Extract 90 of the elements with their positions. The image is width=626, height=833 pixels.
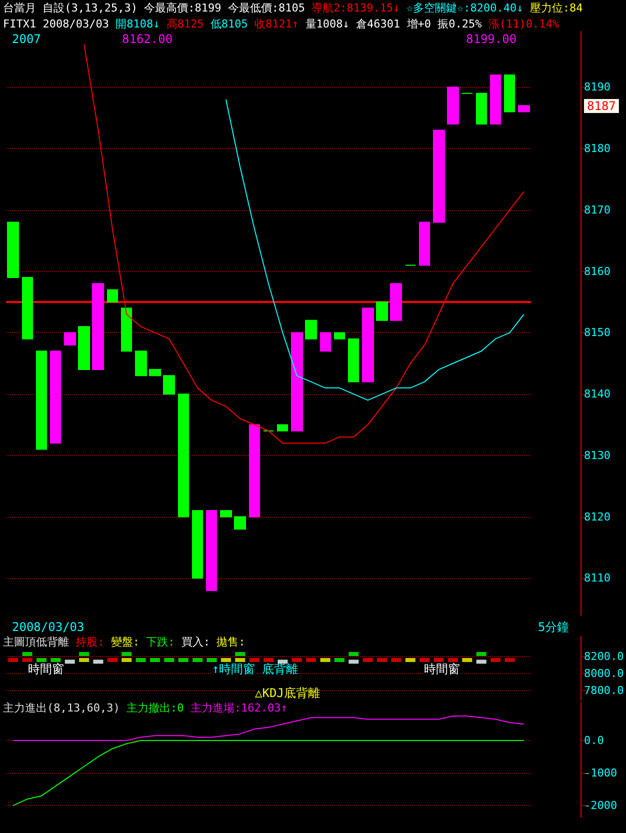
- candlestick: [50, 350, 61, 444]
- candlestick: [22, 276, 33, 340]
- candlestick: [476, 92, 487, 125]
- text: 2008/03/03: [12, 620, 84, 634]
- candlestick: [107, 289, 118, 303]
- series-label: 主力進場:162.03↑: [190, 702, 288, 714]
- y-tick-label: 0.0: [584, 734, 604, 747]
- candlestick: [135, 350, 147, 376]
- candlestick: [206, 510, 217, 591]
- y-tick-label: 8160: [584, 264, 610, 278]
- y-tick-label: 8110: [584, 572, 610, 585]
- text: FITX1: [3, 18, 36, 30]
- candlestick: [121, 308, 132, 352]
- text: 自設(3,13,25,3): [42, 2, 138, 14]
- text: ☆多空關鍵☆:8200.40↓: [406, 2, 524, 14]
- y-tick-label: -1000: [584, 766, 618, 780]
- candlestick: [320, 332, 331, 352]
- candlestick: [64, 332, 76, 346]
- candlestick: [433, 130, 445, 223]
- series-label: 持股:: [76, 636, 104, 648]
- candlestick: [518, 105, 530, 112]
- series-label: 變盤:: [110, 636, 140, 648]
- annotation: 8162.00: [122, 32, 173, 46]
- text: 振0.25%: [438, 18, 482, 30]
- y-tick-label: 8140: [584, 388, 610, 401]
- annotation: 時間窗: [424, 662, 460, 676]
- y-tick-label: -2000: [584, 799, 618, 812]
- text: 台當月: [3, 2, 36, 14]
- candlestick: [249, 424, 260, 518]
- line-series: [225, 99, 524, 401]
- candlestick: [419, 222, 430, 266]
- candlestick: [277, 424, 288, 432]
- candlestick: [78, 326, 90, 370]
- candlestick: [348, 338, 359, 382]
- text: 漲(11)0.14%: [488, 18, 560, 30]
- candlestick: [362, 308, 374, 382]
- text: 買入:: [181, 636, 210, 648]
- candlestick: [36, 350, 47, 450]
- candlestick: [504, 74, 515, 112]
- chart-title: 主力進出(8,13,60,3): [3, 702, 120, 714]
- candlestick: [192, 510, 203, 579]
- candlestick: [163, 375, 175, 395]
- candlestick: [291, 332, 303, 432]
- y-tick-label: 8120: [584, 510, 610, 524]
- text: 主力撤出:0: [126, 702, 184, 714]
- line-series: [12, 740, 524, 806]
- candlestick: [305, 320, 317, 340]
- text: 今最低價:8105: [228, 2, 305, 14]
- y-tick-label: 8190: [584, 80, 610, 94]
- text: 高8125: [166, 18, 204, 30]
- text: 導航2:8139.15↓: [312, 2, 400, 14]
- candlestick: [7, 222, 19, 278]
- y-tick-label: 8000.0: [584, 667, 624, 680]
- candlestick: [490, 74, 501, 125]
- candlestick: [149, 369, 161, 376]
- text: 倉46301: [356, 18, 400, 30]
- y-tick-label: 8170: [584, 203, 610, 216]
- chart-title: 主圖頂低背離: [3, 636, 69, 648]
- text: 量1008↓: [305, 18, 350, 30]
- series-label: 下跌:: [146, 636, 175, 648]
- y-tick-label: 7800.0: [584, 684, 624, 698]
- candlestick: [376, 302, 388, 321]
- candlestick: [178, 394, 189, 518]
- y-tick-label: 8180: [584, 142, 610, 156]
- annotation: ↑時間窗: [212, 662, 256, 676]
- candlestick: [220, 510, 232, 518]
- candlestick: [447, 86, 459, 125]
- text: 2008/03/03: [42, 18, 109, 30]
- annotation: 時間窗: [28, 662, 64, 676]
- annotation: 2007: [12, 32, 41, 46]
- annotation: 底背離: [262, 662, 298, 676]
- text: 今最高價:8199: [144, 2, 222, 14]
- candlestick: [390, 283, 402, 321]
- text: 低8105: [210, 18, 248, 30]
- text: 增+0: [406, 18, 431, 30]
- y-tick-label: 8150: [584, 326, 610, 340]
- candlestick: [92, 283, 104, 370]
- text: 5分鐘: [538, 620, 570, 634]
- text: 壓力位:84: [530, 2, 584, 14]
- annotation: △KDJ底背離: [255, 686, 320, 700]
- text: 收8121↑: [254, 18, 299, 30]
- candlestick: [334, 332, 345, 340]
- line-series: [12, 716, 524, 741]
- y-tick-label: 8200.0: [584, 650, 624, 664]
- candlestick: [234, 516, 246, 530]
- annotation: 拋售:: [216, 636, 246, 648]
- text: 開8108↓: [116, 18, 160, 30]
- y-tick-label: 8130: [584, 448, 610, 462]
- annotation: 8199.00: [466, 32, 517, 46]
- text: 8187: [587, 99, 616, 113]
